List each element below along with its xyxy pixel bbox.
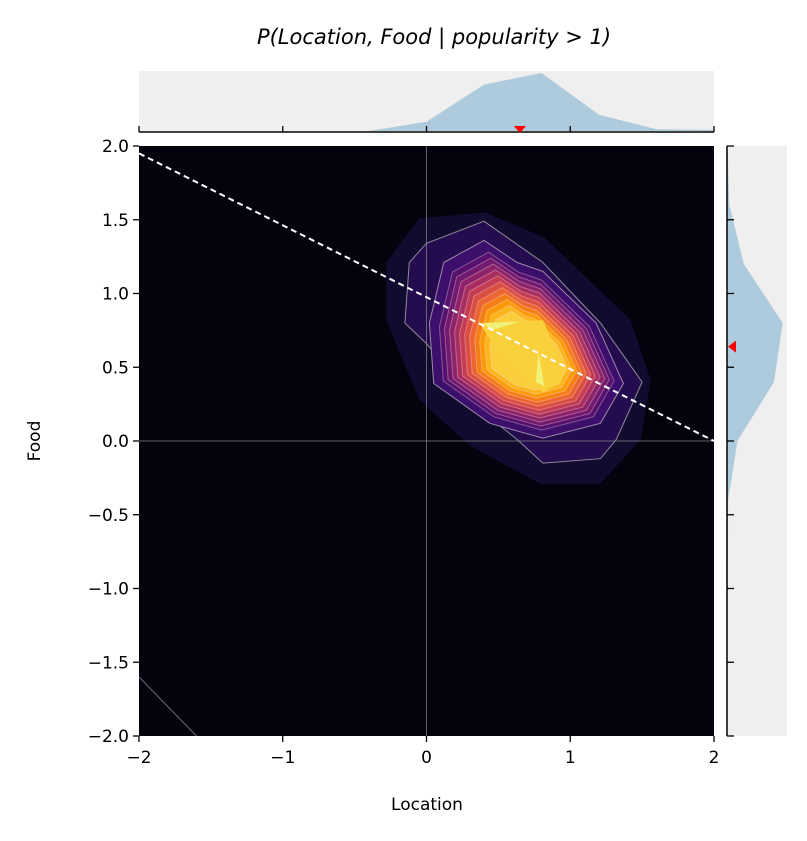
right-marginal-density	[727, 146, 783, 736]
y-tick-label: −0.5	[88, 506, 129, 526]
top-marginal-marker	[513, 126, 526, 133]
y-tick-label: 1.0	[102, 285, 129, 305]
right-marginal-axes	[726, 145, 787, 737]
top-marginal-axes	[138, 71, 715, 133]
y-tick-label: 0.0	[102, 432, 129, 452]
regression-line	[139, 152, 714, 442]
chart-title: P(Location, Food | popularity > 1)	[257, 25, 611, 50]
y-tick-label: 0.5	[102, 358, 129, 378]
right-marginal-marker	[728, 340, 736, 353]
y-tick-label: 2.0	[102, 137, 129, 157]
y-tick-label: −2.0	[88, 727, 129, 747]
x-tick-label: 0	[421, 748, 432, 768]
contour-layer	[139, 146, 714, 736]
contour-peak	[535, 352, 545, 387]
y-tick-label: −1.5	[88, 653, 129, 673]
x-tick-label: −2	[126, 748, 151, 768]
axis-ticks: −2 −1 0 1 2 −2.0 −1.5 −1.0 −0.5 0.0 0.5 1.0 1.5 2.0	[88, 137, 720, 768]
contour-line-corner	[139, 676, 197, 736]
x-tick-label: 2	[709, 748, 720, 768]
y-tick-label: 1.5	[102, 211, 129, 231]
x-axis-label: Location	[391, 795, 463, 815]
y-tick-label: −1.0	[88, 580, 129, 600]
y-axis-label: Food	[25, 421, 45, 462]
contour-peak	[484, 321, 520, 331]
main-axes	[139, 146, 714, 736]
x-tick-label: −1	[270, 748, 295, 768]
x-tick-label: 1	[565, 748, 576, 768]
top-marginal-density	[139, 73, 714, 131]
